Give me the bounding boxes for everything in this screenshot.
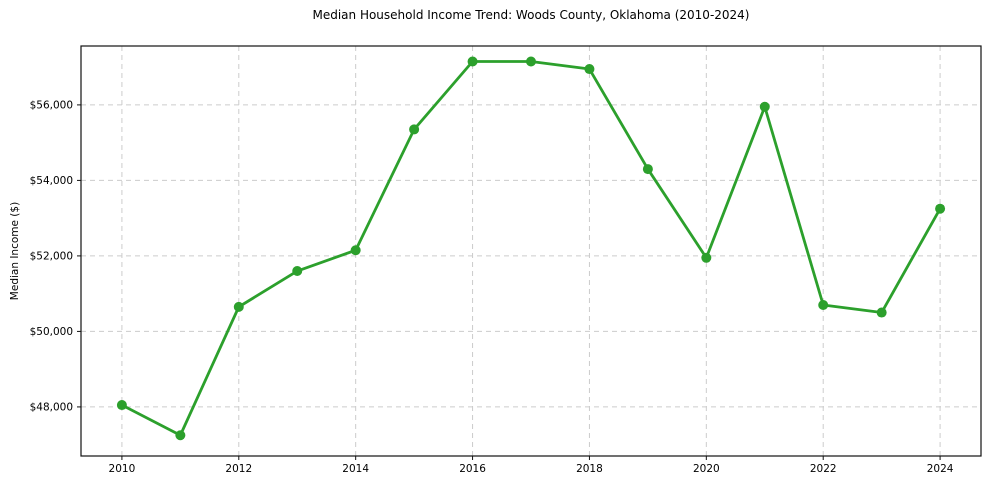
- x-tick-label: 2020: [693, 463, 720, 475]
- data-point-2015: [409, 124, 420, 135]
- x-tick-label: 2024: [927, 463, 954, 475]
- x-tick-label: 2014: [342, 463, 369, 475]
- data-point-2019: [642, 164, 653, 175]
- data-point-2022: [818, 299, 829, 310]
- y-tick-label: $54,000: [30, 175, 73, 187]
- data-point-2020: [701, 252, 712, 263]
- data-point-2016: [467, 56, 478, 67]
- x-tick-label: 2018: [576, 463, 603, 475]
- data-point-2018: [584, 64, 595, 75]
- x-tick-label: 2022: [810, 463, 837, 475]
- data-point-2017: [526, 56, 536, 67]
- y-tick-label: $56,000: [30, 99, 73, 111]
- y-tick-label: $48,000: [30, 401, 73, 413]
- x-tick-label: 2012: [225, 463, 252, 475]
- x-tick-label: 2016: [459, 463, 486, 475]
- income-trend-line: [120, 60, 942, 437]
- data-point-2010: [116, 400, 127, 411]
- data-point-2021: [759, 101, 770, 112]
- y-tick-label: $52,000: [30, 250, 73, 262]
- data-point-2013: [292, 266, 303, 277]
- x-tick-label: 2010: [109, 463, 136, 475]
- data-point-2014: [350, 245, 361, 256]
- data-point-2012: [233, 301, 244, 312]
- plot-frame: [80, 45, 982, 457]
- y-tick-label: $50,000: [30, 326, 73, 338]
- chart-title: Median Household Income Trend: Woods Cou…: [312, 8, 750, 22]
- data-point-2023: [876, 307, 887, 318]
- data-point-2011: [175, 430, 186, 441]
- data-point-2024: [935, 203, 946, 214]
